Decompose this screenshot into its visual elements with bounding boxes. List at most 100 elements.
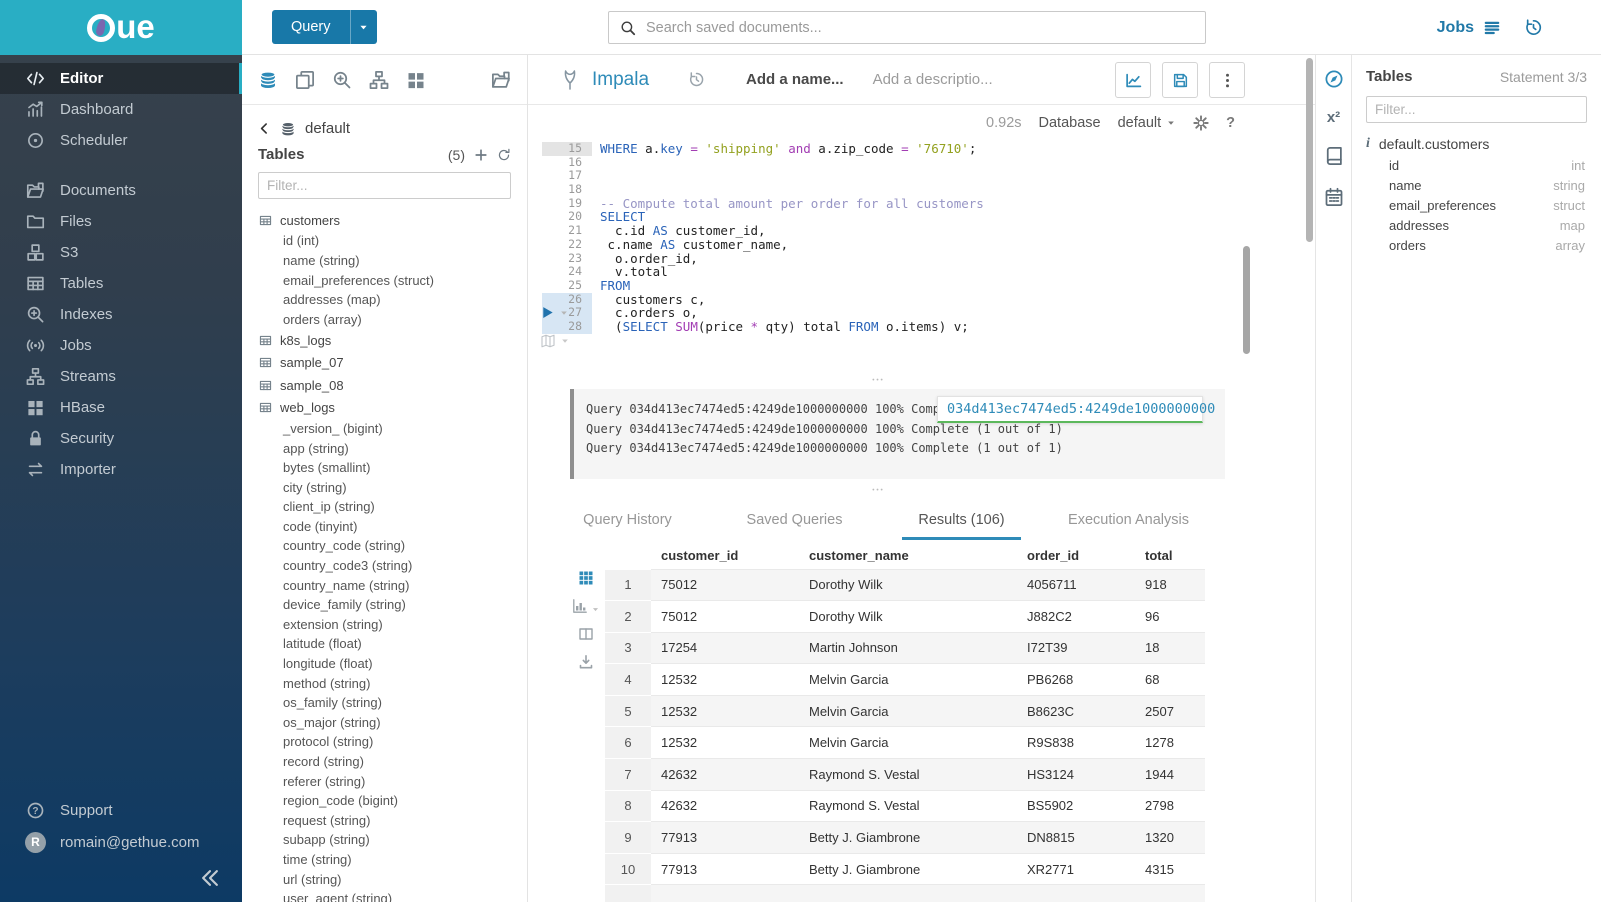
book-icon[interactable] — [1324, 146, 1344, 166]
results-column-header[interactable]: customer_id — [651, 542, 799, 569]
copy-icon[interactable] — [295, 70, 315, 90]
results-column-header[interactable]: order_id — [1017, 542, 1135, 569]
table-row[interactable]: 275012Dorothy WilkJ882C296 — [605, 601, 1205, 633]
sidebar-item-scheduler[interactable]: Scheduler — [0, 125, 242, 156]
table-row[interactable]: 612532Melvin GarciaR9S8381278 — [605, 727, 1205, 759]
right-column-email-preferences[interactable]: email_preferencesstruct — [1366, 196, 1587, 216]
grid-view-icon[interactable] — [572, 570, 600, 586]
tree-column-record[interactable]: record (string) — [259, 752, 527, 772]
tree-column-bytes[interactable]: bytes (smallint) — [259, 458, 527, 478]
resize-handle[interactable] — [528, 373, 1227, 385]
tree-table-web-logs[interactable]: web_logs — [259, 397, 527, 419]
tree-column-method[interactable]: method (string) — [259, 674, 527, 694]
query-button-caret[interactable] — [350, 10, 377, 44]
sidebar-item-dashboard[interactable]: Dashboard — [0, 94, 242, 125]
table-row[interactable]: 742632Raymond S. VestalHS31241944 — [605, 759, 1205, 791]
sidebar-item-support[interactable]: ? Support — [0, 794, 242, 826]
tab-saved-queries[interactable]: Saved Queries — [711, 500, 878, 540]
database-icon[interactable] — [258, 70, 278, 90]
execute-play-icon[interactable] — [540, 305, 555, 320]
sidebar-item-tables[interactable]: Tables — [0, 268, 242, 299]
chart-view-icon[interactable] — [572, 598, 588, 614]
tab-query-history[interactable]: Query History — [544, 500, 711, 540]
tree-column-code[interactable]: code (tinyint) — [259, 517, 527, 537]
tree-column-app[interactable]: app (string) — [259, 439, 527, 459]
table-row[interactable]: 512532Melvin GarciaB8623C2507 — [605, 695, 1205, 727]
query-description-field[interactable]: Add a descriptio... — [873, 71, 993, 88]
new-query-button[interactable]: Query — [272, 10, 377, 44]
folder-open-icon[interactable] — [491, 70, 511, 90]
tree-column-email-preferences[interactable]: email_preferences (struct) — [259, 271, 527, 291]
table-row[interactable]: 842632Raymond S. VestalBS59022798 — [605, 790, 1205, 822]
functions-icon[interactable]: x² — [1327, 110, 1340, 125]
table-row[interactable]: 175012Dorothy Wilk4056711918 — [605, 569, 1205, 601]
sidebar-item-streams[interactable]: Streams — [0, 361, 242, 392]
tree-column-url[interactable]: url (string) — [259, 870, 527, 890]
tree-column-version[interactable]: _version_ (bigint) — [259, 419, 527, 439]
sidebar-item-security[interactable]: Security — [0, 423, 242, 454]
code-editor[interactable]: 15WHERE a.key = 'shipping' and a.zip_cod… — [542, 140, 1315, 370]
tree-column-request[interactable]: request (string) — [259, 811, 527, 831]
tree-column-latitude[interactable]: latitude (float) — [259, 634, 527, 654]
right-filter-input[interactable] — [1375, 102, 1578, 117]
jobs-link[interactable]: Jobs — [1437, 0, 1501, 55]
chevron-left-icon[interactable] — [258, 122, 271, 135]
engine-name[interactable]: Impala — [592, 69, 649, 91]
tree-column-os-major[interactable]: os_major (string) — [259, 713, 527, 733]
tree-column-country-name[interactable]: country_name (string) — [259, 576, 527, 596]
right-column-id[interactable]: idint — [1366, 156, 1587, 176]
calendar-icon[interactable] — [1324, 187, 1344, 207]
tree-column-time[interactable]: time (string) — [259, 850, 527, 870]
database-name[interactable]: default — [305, 120, 350, 137]
right-column-name[interactable]: namestring — [1366, 176, 1587, 196]
query-id-value[interactable]: 034d413ec7474ed5:4249de1000000000 — [947, 401, 1215, 417]
active-table-row[interactable]: i default.customers — [1366, 136, 1587, 152]
right-column-orders[interactable]: ordersarray — [1366, 235, 1587, 255]
sidebar-item-editor[interactable]: Editor — [0, 63, 242, 94]
query-history-icon[interactable] — [688, 71, 705, 88]
tree-column-id[interactable]: id (int) — [259, 231, 527, 251]
tree-column-client-ip[interactable]: client_ip (string) — [259, 497, 527, 517]
grid-icon[interactable] — [406, 70, 426, 90]
help-icon[interactable]: ? — [1226, 115, 1235, 131]
tree-column-city[interactable]: city (string) — [259, 478, 527, 498]
refresh-icon[interactable] — [497, 148, 511, 162]
tree-column-orders[interactable]: orders (array) — [259, 310, 527, 330]
tables-filter-input[interactable] — [267, 178, 502, 193]
gear-icon[interactable] — [1193, 115, 1209, 131]
right-column-addresses[interactable]: addressesmap — [1366, 215, 1587, 235]
search-input[interactable] — [646, 20, 1194, 36]
tree-column-longitude[interactable]: longitude (float) — [259, 654, 527, 674]
chevron-double-left-icon[interactable] — [200, 868, 220, 888]
sidebar-item-jobs[interactable]: Jobs — [0, 330, 242, 361]
history-icon[interactable] — [1524, 18, 1543, 37]
editor-scrollbar[interactable] — [1243, 246, 1250, 354]
results-column-header[interactable]: customer_name — [799, 542, 1017, 569]
more-actions-button[interactable] — [1209, 62, 1245, 98]
caret-down-icon[interactable] — [559, 308, 569, 318]
sidebar-item-hbase[interactable]: HBase — [0, 392, 242, 423]
sidebar-item-files[interactable]: Files — [0, 206, 242, 237]
tree-column-device-family[interactable]: device_family (string) — [259, 595, 527, 615]
tree-column-country-code[interactable]: country_code (string) — [259, 536, 527, 556]
sidebar-item-documents[interactable]: Documents — [0, 175, 242, 206]
tree-column-country-code3[interactable]: country_code3 (string) — [259, 556, 527, 576]
results-column-header[interactable]: total — [1135, 542, 1205, 569]
tree-column-name[interactable]: name (string) — [259, 251, 527, 271]
resize-handle[interactable] — [528, 483, 1227, 495]
tree-table-sample-07[interactable]: sample_07 — [259, 352, 527, 374]
tree-column-protocol[interactable]: protocol (string) — [259, 732, 527, 752]
table-row[interactable]: 412532Melvin GarciaPB626868 — [605, 664, 1205, 696]
sidebar-item-s3[interactable]: S3 — [0, 237, 242, 268]
zoom-in-icon[interactable] — [332, 70, 352, 90]
save-button[interactable] — [1162, 62, 1198, 98]
tree-column-referer[interactable]: referer (string) — [259, 772, 527, 792]
tree-table-sample-08[interactable]: sample_08 — [259, 374, 527, 396]
tree-column-addresses[interactable]: addresses (map) — [259, 290, 527, 310]
tree-column-os-family[interactable]: os_family (string) — [259, 693, 527, 713]
hue-logo[interactable]: ue — [87, 13, 155, 43]
sidebar-item-indexes[interactable]: Indexes — [0, 299, 242, 330]
table-row[interactable]: 1077913Betty J. GiambroneXR27714315 — [605, 853, 1205, 885]
plus-icon[interactable] — [474, 148, 488, 162]
tree-table-customers[interactable]: customers — [259, 209, 527, 231]
